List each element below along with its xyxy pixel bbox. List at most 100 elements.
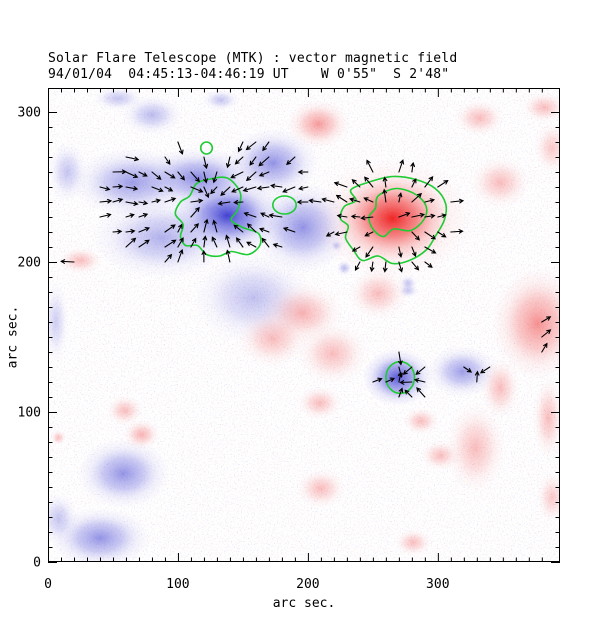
field-vector-arrow bbox=[125, 156, 140, 162]
field-vector-arrow bbox=[385, 377, 396, 383]
field-vector-arrow bbox=[399, 380, 413, 385]
field-vector-arrow bbox=[60, 259, 75, 264]
tick-labels: 0 100 200 300 0 100 200 300 bbox=[18, 106, 450, 593]
field-vector-arrow bbox=[297, 169, 309, 175]
positive-flux-blob bbox=[454, 100, 505, 136]
field-vector-arrow bbox=[411, 261, 420, 271]
field-vector-arrow bbox=[354, 261, 361, 272]
field-vector-arrow bbox=[243, 211, 257, 218]
field-vector-arrow bbox=[138, 239, 150, 248]
field-vector-arrow bbox=[424, 231, 437, 240]
field-vector-arrow bbox=[398, 159, 405, 173]
positive-flux-blob bbox=[296, 469, 346, 508]
field-vector-arrow bbox=[413, 378, 426, 383]
negative-flux-blob bbox=[48, 281, 69, 363]
field-vector-arrow bbox=[125, 228, 136, 234]
field-vector-arrow bbox=[233, 224, 244, 233]
field-vector-arrow bbox=[177, 237, 184, 248]
x-axis-title: arc sec. bbox=[272, 596, 336, 611]
chart-subtitle: 94/01/04 04:45:13-04:46:19 UT W 0'55" S … bbox=[48, 67, 450, 82]
field-vector-arrow bbox=[365, 246, 374, 258]
field-contour bbox=[174, 176, 262, 258]
field-vector-arrow bbox=[211, 236, 218, 248]
field-vector-arrow bbox=[364, 231, 374, 237]
positive-flux-blob bbox=[534, 122, 560, 174]
field-vector-arrow bbox=[372, 377, 383, 383]
positive-flux-blob bbox=[492, 268, 560, 379]
field-vector-arrow bbox=[125, 213, 135, 218]
field-vector-arrow bbox=[203, 218, 209, 233]
y-axis-title: arc sec. bbox=[5, 305, 21, 369]
field-vector-arrow bbox=[190, 198, 204, 204]
field-vector-arrow bbox=[335, 194, 348, 203]
field-vector-arrow bbox=[541, 316, 552, 323]
field-vector-arrow bbox=[164, 156, 171, 165]
x-tick-label: 0 bbox=[44, 577, 52, 592]
field-vector-arrow bbox=[202, 235, 208, 248]
field-vector-arrow bbox=[282, 227, 296, 233]
field-vector-arrow bbox=[351, 179, 361, 188]
positive-flux-blob bbox=[480, 358, 520, 418]
x-tick-label: 200 bbox=[296, 577, 319, 592]
field-vector-arrow bbox=[99, 186, 111, 191]
negative-flux-blob bbox=[362, 349, 433, 406]
field-vector-arrow bbox=[151, 171, 162, 180]
field-vector-arrow bbox=[397, 192, 403, 203]
field-vector-arrow bbox=[541, 329, 552, 338]
positive-flux-blob bbox=[395, 529, 432, 556]
field-vector-arrow bbox=[164, 253, 173, 263]
field-vector-arrow bbox=[125, 201, 139, 206]
field-vector-arrow bbox=[363, 197, 374, 203]
x-tick-label: 300 bbox=[426, 577, 449, 592]
field-vector-arrow bbox=[237, 141, 244, 153]
field-vector-arrow bbox=[125, 237, 137, 248]
field-vector-arrow bbox=[242, 186, 257, 193]
field-vector-arrow bbox=[411, 192, 423, 203]
field-vector-arrow bbox=[424, 175, 434, 188]
field-vector-arrow bbox=[112, 229, 123, 234]
field-vector-arrow bbox=[336, 213, 348, 219]
field-vector-arrow bbox=[398, 351, 403, 366]
axis-frame bbox=[48, 88, 560, 563]
field-vector-arrow bbox=[151, 186, 164, 193]
field-vector-arrow bbox=[296, 199, 309, 205]
field-vector-arrow bbox=[450, 229, 464, 234]
positive-flux-blob bbox=[123, 419, 160, 450]
field-vector-arrow bbox=[268, 213, 283, 218]
positive-flux-blob bbox=[348, 268, 408, 319]
field-vector-arrow bbox=[424, 213, 436, 219]
field-vector-arrow bbox=[360, 215, 374, 221]
positive-flux-blob bbox=[50, 430, 67, 445]
field-vector-arrow bbox=[450, 198, 465, 204]
field-vector-arrow bbox=[258, 227, 270, 233]
field-vector-arrow bbox=[366, 159, 374, 173]
field-vector-arrow bbox=[334, 231, 348, 237]
field-vector-arrow bbox=[382, 176, 388, 188]
positive-flux-blob bbox=[470, 157, 531, 208]
field-vector-arrow bbox=[177, 223, 183, 233]
field-vector-arrow bbox=[246, 241, 257, 248]
positive-flux-blob bbox=[297, 386, 342, 420]
field-vector-arrow bbox=[398, 211, 411, 218]
field-vector-arrow bbox=[474, 370, 480, 383]
field-vector-arrow bbox=[203, 186, 210, 199]
positive-flux-blob bbox=[287, 100, 350, 148]
field-vector-arrow bbox=[112, 197, 124, 203]
field-vector-arrow bbox=[410, 161, 416, 173]
y-tick-label: 0 bbox=[33, 556, 41, 571]
field-vector-arrow bbox=[398, 366, 403, 379]
positive-flux-blob bbox=[536, 472, 560, 523]
field-vector-arrow bbox=[416, 387, 426, 398]
field-vector-arrow bbox=[270, 183, 283, 189]
field-vector-arrow bbox=[282, 186, 296, 193]
field-vector-arrow bbox=[138, 171, 148, 177]
field-vector-arrow bbox=[411, 178, 417, 188]
field-vector-arrow bbox=[541, 342, 548, 353]
chart-title: Solar Flare Telescope (MTK) : vector mag… bbox=[48, 51, 458, 66]
field-vector-arrow bbox=[382, 188, 388, 203]
field-vector-arrow bbox=[463, 366, 473, 373]
field-vector-arrow bbox=[261, 237, 270, 248]
field-vector-arrow bbox=[245, 141, 257, 151]
field-contour bbox=[271, 195, 297, 215]
